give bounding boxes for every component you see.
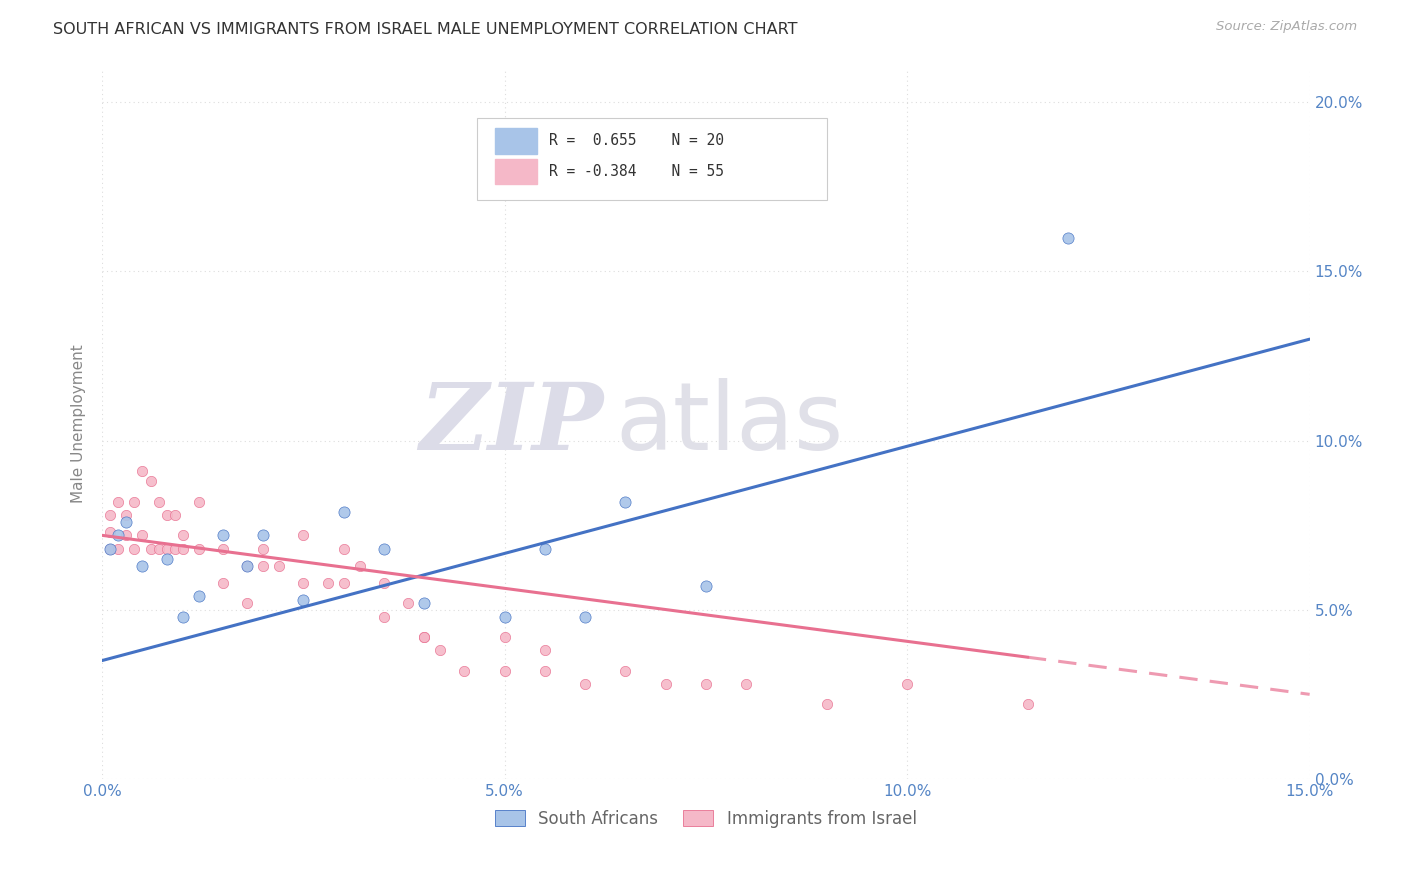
Point	[413, 630, 436, 644]
Point	[187, 541, 209, 556]
Point	[236, 558, 259, 573]
Point	[148, 541, 170, 556]
Point	[292, 528, 315, 542]
Text: R = -0.384    N = 55: R = -0.384 N = 55	[548, 164, 724, 179]
Point	[212, 575, 235, 590]
Point	[148, 494, 170, 508]
Point	[413, 630, 436, 644]
Point	[896, 677, 918, 691]
Point	[534, 643, 557, 657]
Point	[654, 677, 676, 691]
Point	[124, 494, 146, 508]
Point	[413, 596, 436, 610]
Point	[494, 609, 516, 624]
Text: Source: ZipAtlas.com: Source: ZipAtlas.com	[1216, 20, 1357, 33]
FancyBboxPatch shape	[477, 119, 827, 200]
Point	[163, 508, 186, 522]
Point	[98, 541, 121, 556]
Point	[316, 575, 339, 590]
Point	[332, 505, 354, 519]
Text: SOUTH AFRICAN VS IMMIGRANTS FROM ISRAEL MALE UNEMPLOYMENT CORRELATION CHART: SOUTH AFRICAN VS IMMIGRANTS FROM ISRAEL …	[53, 22, 799, 37]
Point	[115, 508, 138, 522]
Point	[107, 541, 129, 556]
Point	[155, 508, 177, 522]
Legend: South Africans, Immigrants from Israel: South Africans, Immigrants from Israel	[488, 803, 924, 835]
Point	[236, 596, 259, 610]
Point	[172, 609, 194, 624]
Point	[252, 541, 274, 556]
Point	[98, 508, 121, 522]
Point	[574, 677, 596, 691]
Point	[252, 528, 274, 542]
Point	[236, 558, 259, 573]
Y-axis label: Male Unemployment: Male Unemployment	[72, 344, 86, 503]
Point	[349, 558, 371, 573]
Point	[396, 596, 419, 610]
Point	[695, 677, 717, 691]
Point	[429, 643, 451, 657]
Bar	[495, 159, 537, 185]
Point	[815, 698, 838, 712]
Point	[534, 664, 557, 678]
Point	[172, 541, 194, 556]
Point	[614, 494, 637, 508]
Point	[155, 552, 177, 566]
Point	[292, 592, 315, 607]
Bar	[495, 128, 537, 153]
Point	[373, 575, 395, 590]
Point	[332, 541, 354, 556]
Text: R =  0.655    N = 20: R = 0.655 N = 20	[548, 134, 724, 148]
Text: atlas: atlas	[616, 377, 844, 470]
Point	[494, 664, 516, 678]
Point	[139, 474, 162, 488]
Point	[131, 558, 153, 573]
Text: ZIP: ZIP	[419, 379, 603, 468]
Point	[131, 528, 153, 542]
Point	[212, 541, 235, 556]
Point	[252, 558, 274, 573]
Point	[1017, 698, 1039, 712]
Point	[139, 541, 162, 556]
Point	[155, 541, 177, 556]
Point	[453, 664, 475, 678]
Point	[107, 494, 129, 508]
Point	[292, 575, 315, 590]
Point	[534, 541, 557, 556]
Point	[332, 575, 354, 590]
Point	[695, 579, 717, 593]
Point	[131, 464, 153, 478]
Point	[735, 677, 758, 691]
Point	[212, 528, 235, 542]
Point	[373, 541, 395, 556]
Point	[1057, 230, 1080, 244]
Point	[187, 494, 209, 508]
Point	[269, 558, 291, 573]
Point	[115, 515, 138, 529]
Point	[98, 541, 121, 556]
Point	[373, 609, 395, 624]
Point	[115, 528, 138, 542]
Point	[98, 524, 121, 539]
Point	[574, 609, 596, 624]
Point	[187, 589, 209, 603]
Point	[172, 528, 194, 542]
Point	[494, 630, 516, 644]
Point	[107, 528, 129, 542]
Point	[614, 664, 637, 678]
Point	[163, 541, 186, 556]
Point	[124, 541, 146, 556]
